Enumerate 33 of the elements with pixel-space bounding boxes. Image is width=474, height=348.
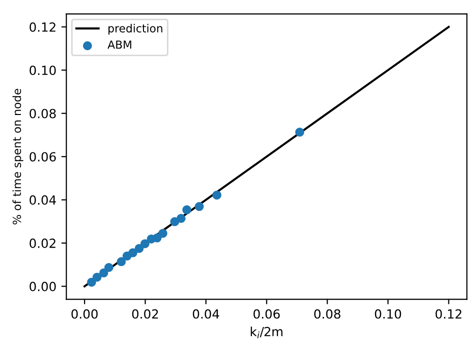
y-tick-label: 0.04 (30, 195, 56, 205)
point (116, 257, 126, 266)
legend-label: ABM (108, 40, 132, 49)
point (99, 268, 108, 278)
y-tick-label: 0.08 (30, 108, 56, 118)
y-tick-label: 0.10 (30, 66, 56, 76)
x-tick-label: 0.08 (314, 309, 340, 319)
x-tick-label: 0.04 (192, 309, 220, 319)
point (158, 228, 168, 238)
point (212, 190, 222, 200)
x-tick-label: 0.12 (436, 309, 462, 319)
point (134, 244, 144, 253)
x-tick-label: 0.00 (71, 309, 98, 319)
point (92, 272, 102, 282)
y-tick-label: 0.02 (30, 238, 56, 248)
x-tick-label: 0.06 (254, 309, 280, 319)
point (176, 214, 186, 223)
point (128, 248, 138, 258)
legend-label: prediction (108, 24, 162, 35)
y-axis-title: % of time spent on node (12, 88, 24, 224)
x-axis-title: k$_{i}$/2m (250, 326, 282, 338)
point (104, 263, 114, 272)
y-tick-label: 0.00 (30, 282, 56, 292)
point (87, 278, 96, 287)
x-tick-label: 0.02 (132, 309, 158, 319)
x-tick-label: 0.10 (374, 309, 402, 319)
y-tick-label: 0.06 (30, 152, 56, 162)
point (140, 239, 150, 248)
point (194, 202, 204, 212)
point (182, 205, 192, 214)
y-tick-label: 0.12 (30, 22, 56, 32)
point (152, 233, 162, 242)
point (295, 128, 304, 137)
